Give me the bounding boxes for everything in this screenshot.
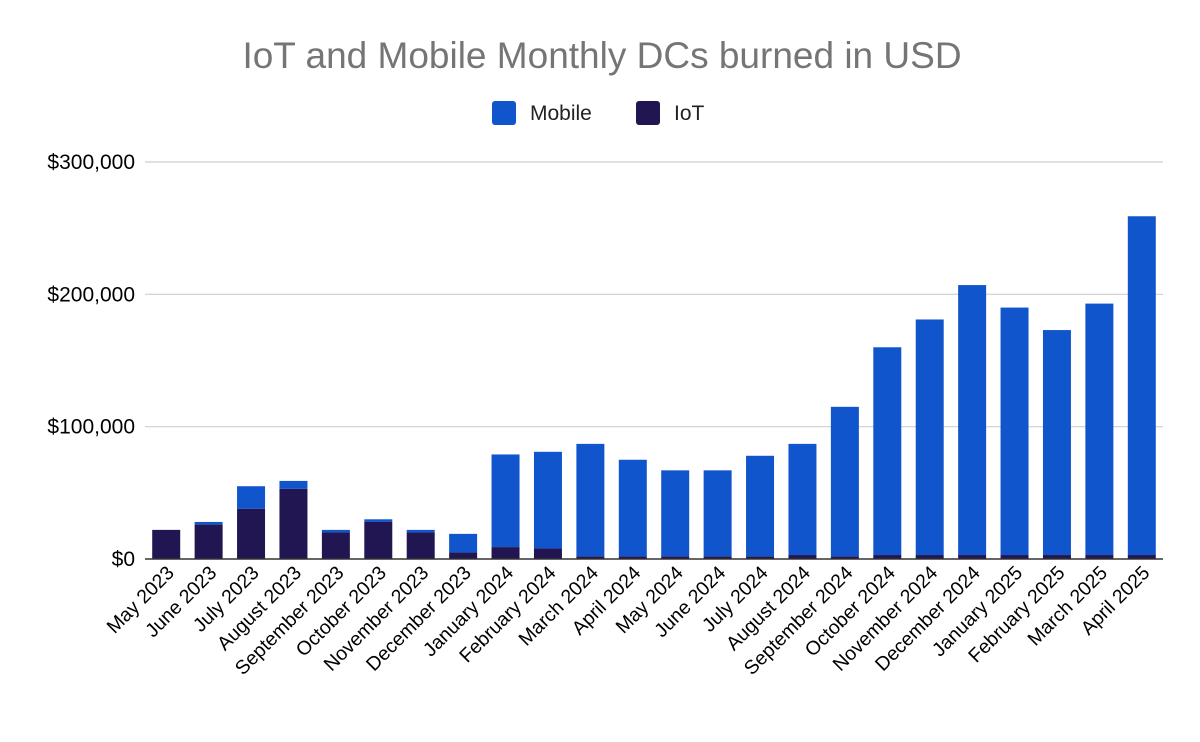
bar-mobile-20 [1000, 307, 1029, 556]
bar-iot-1 [194, 524, 223, 559]
bar-mobile-23 [1127, 216, 1156, 556]
y-tick-label: $300,000 [47, 151, 135, 174]
bar-iot-23 [1127, 555, 1156, 559]
bar-iot-14 [746, 556, 775, 559]
bar-mobile-8 [491, 454, 520, 548]
legend-swatch-iot [636, 101, 660, 125]
bar-mobile-3 [279, 480, 308, 489]
chart-title: IoT and Mobile Monthly DCs burned in USD [242, 35, 961, 76]
bar-mobile-22 [1085, 303, 1114, 556]
y-axis: $0 $100,000 $200,000 $300,000 [47, 151, 135, 571]
legend-label-iot: IoT [674, 102, 705, 125]
bar-iot-21 [1042, 555, 1071, 559]
bar-mobile-13 [703, 470, 732, 557]
y-tick-label: $200,000 [47, 283, 135, 306]
bar-mobile-16 [830, 406, 859, 557]
bar-iot-6 [406, 532, 435, 559]
legend: Mobile IoT [492, 101, 705, 125]
y-tick-label: $100,000 [47, 416, 135, 439]
bar-iot-8 [491, 547, 520, 559]
bar-iot-7 [449, 552, 478, 559]
bar-mobile-21 [1042, 330, 1071, 556]
bar-iot-12 [661, 556, 690, 559]
bar-mobile-15 [788, 443, 817, 556]
bar-iot-16 [830, 556, 859, 559]
bar-mobile-19 [958, 285, 987, 556]
legend-swatch-mobile [492, 101, 516, 125]
bar-mobile-5 [364, 519, 393, 522]
bar-mobile-17 [873, 347, 902, 556]
bar-iot-22 [1085, 555, 1114, 559]
bar-mobile-1 [194, 521, 223, 525]
bar-mobile-9 [533, 451, 562, 549]
bars [152, 216, 1156, 559]
bar-mobile-11 [618, 459, 647, 557]
bar-iot-15 [788, 555, 817, 559]
bar-iot-5 [364, 521, 393, 559]
y-tick-label: $0 [112, 548, 135, 571]
bar-iot-9 [533, 548, 562, 559]
bar-mobile-7 [449, 533, 478, 553]
bar-mobile-6 [406, 529, 435, 533]
gridlines [145, 161, 1163, 428]
bar-iot-4 [321, 532, 350, 559]
bar-iot-3 [279, 488, 308, 559]
bar-iot-17 [873, 555, 902, 559]
bar-mobile-14 [746, 455, 775, 557]
bar-iot-18 [915, 555, 944, 559]
bar-mobile-10 [576, 443, 605, 557]
bar-iot-13 [703, 556, 732, 559]
legend-label-mobile: Mobile [530, 102, 592, 125]
bar-iot-10 [576, 556, 605, 559]
bar-mobile-4 [321, 529, 350, 533]
bar-iot-19 [958, 555, 987, 559]
bar-mobile-12 [661, 470, 690, 557]
bar-mobile-2 [237, 486, 266, 509]
bar-iot-11 [618, 556, 647, 559]
bar-mobile-18 [915, 319, 944, 556]
bar-iot-0 [152, 529, 181, 559]
bar-iot-20 [1000, 555, 1029, 559]
bar-iot-2 [237, 508, 266, 559]
